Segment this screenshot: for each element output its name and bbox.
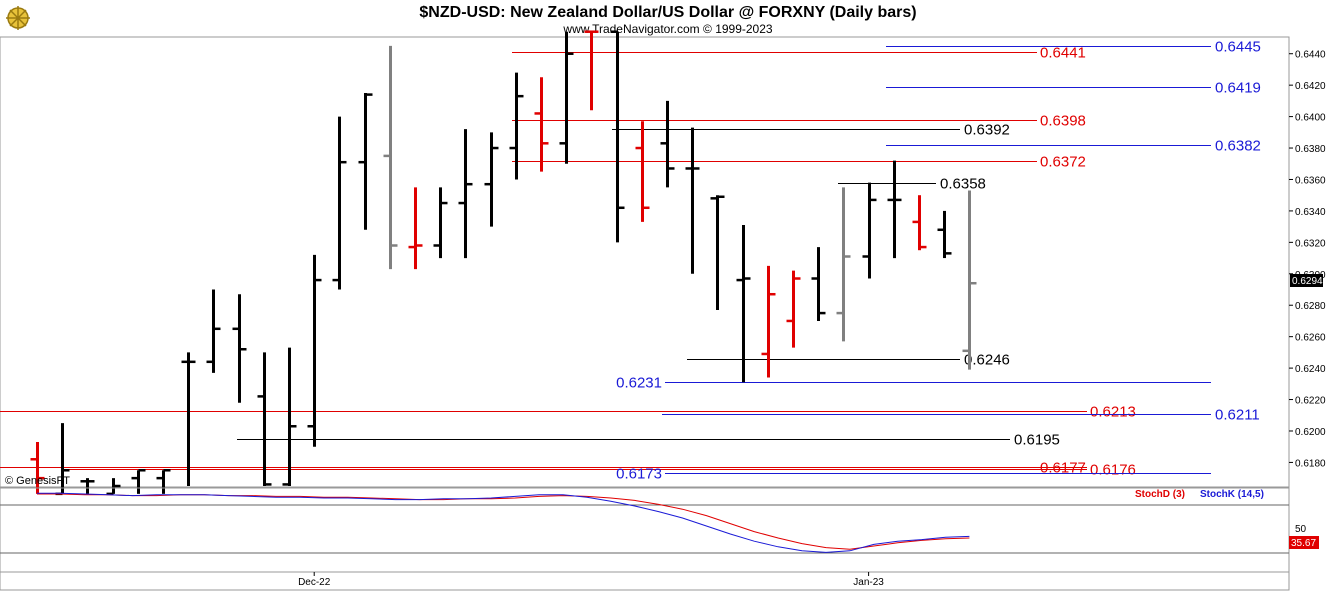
- stoch-lines: [37, 492, 970, 553]
- level-label: 0.6358: [940, 176, 986, 193]
- ohlc-bar: [30, 441, 45, 494]
- y-tick-label: 0.6180: [1295, 458, 1326, 469]
- legend-stoch-d: StochD (3): [1135, 489, 1185, 500]
- ohlc-bar: [710, 195, 725, 310]
- ohlc-bar: [962, 190, 977, 370]
- ohlc-bar: [156, 469, 171, 494]
- level-label: 0.6382: [1215, 138, 1261, 155]
- price-axis: 0.6180 0.6200 0.6220 0.6240 0.6260 0.6280 0.63…: [1289, 50, 1326, 469]
- level-label: 0.6176: [1090, 462, 1136, 479]
- ohlc-bar: [131, 469, 146, 494]
- x-axis: Dec-22 Jan-23: [0, 571, 1290, 591]
- y-tick-label: 0.6280: [1295, 301, 1326, 312]
- y-tick-label: 0.6420: [1295, 81, 1326, 92]
- logo: [6, 6, 30, 30]
- level-label: 0.6173: [616, 466, 662, 483]
- level-label: 0.6392: [964, 122, 1010, 139]
- ohlc-bar: [358, 93, 373, 230]
- legend-stoch-k: StochK (14,5): [1200, 489, 1264, 500]
- x-tick-label: Jan-23: [853, 577, 884, 588]
- ohlc-bar: [685, 127, 700, 274]
- level-label: 0.6177: [1040, 460, 1086, 477]
- price-panel: 0.6180 0.6200 0.6220 0.6240 0.6260 0.6280 0.63…: [0, 30, 1326, 496]
- y-tick-label: 0.6400: [1295, 113, 1326, 124]
- level-label: 0.6445: [1215, 39, 1261, 56]
- level-label: 0.6195: [1014, 432, 1060, 449]
- stoch-last-label: 35.67: [1291, 538, 1316, 549]
- ohlc-bar: [206, 289, 221, 373]
- ohlc-bar: [736, 225, 751, 383]
- level-label: 0.6419: [1215, 80, 1261, 97]
- y-tick-label: 0.6440: [1295, 50, 1326, 61]
- y-tick-label: 0.6320: [1295, 238, 1326, 249]
- ohlc-bar: [509, 72, 524, 180]
- level-lines: 0.6445 0.6441 0.6419 0.6398 0.6392 0.6382 0.63…: [0, 39, 1261, 483]
- stochastic-panel-frame: [0, 487, 1290, 573]
- stoch-series-line: [37, 492, 970, 553]
- ohlc-bar: [559, 31, 574, 164]
- y-tick-label: 0.6200: [1295, 427, 1326, 438]
- chart-title: $NZD-USD: New Zealand Dollar/US Dollar @…: [419, 4, 916, 21]
- ohlc-bar: [836, 187, 851, 342]
- chart-subtitle: www.TradeNavigator.com © 1999-2023: [562, 22, 772, 36]
- ohlc-bar: [610, 30, 625, 243]
- y-tick-label: 0.6380: [1295, 144, 1326, 155]
- y-tick-label: 0.6240: [1295, 364, 1326, 375]
- ohlc-bar: [458, 129, 473, 259]
- x-axis-frame: [0, 571, 1290, 591]
- ohlc-bar: [383, 45, 398, 270]
- ohlc-bar: [484, 132, 499, 227]
- level-label: 0.6246: [964, 352, 1010, 369]
- price-bars: [30, 30, 977, 496]
- x-tick-label: Dec-22: [298, 577, 331, 588]
- ohlc-bar: [80, 478, 95, 494]
- level-label: 0.6231: [616, 375, 662, 392]
- y-tick-label: 0.6220: [1295, 396, 1326, 407]
- y-tick-label: 0.6260: [1295, 333, 1326, 344]
- stoch-last-box: [1289, 536, 1319, 549]
- ohlc-bar: [660, 100, 675, 188]
- ohlc-bar: [433, 187, 448, 259]
- ohlc-bar: [635, 121, 650, 222]
- ohlc-bar: [887, 160, 902, 259]
- ohlc-bar: [408, 187, 423, 270]
- y-tick-label: 0.6360: [1295, 175, 1326, 186]
- ohlc-bar: [761, 265, 776, 378]
- stoch-series-line: [37, 493, 970, 550]
- level-label: 0.6398: [1040, 113, 1086, 130]
- ohlc-bar: [912, 195, 927, 251]
- ohlc-bar: [232, 294, 247, 403]
- ship-wheel-icon-spokes: [6, 6, 30, 30]
- stoch-level-label: 50: [1295, 524, 1307, 535]
- ohlc-bar: [786, 270, 801, 348]
- ohlc-bar: [282, 347, 297, 486]
- last-price-marker: 0.6294: [1290, 274, 1323, 287]
- last-price-label: 0.6294: [1292, 276, 1323, 287]
- ohlc-bar: [181, 352, 196, 486]
- ohlc-bar: [534, 77, 549, 172]
- ohlc-bar: [811, 247, 826, 321]
- ohlc-bar: [332, 116, 347, 290]
- ohlc-bar: [584, 30, 599, 111]
- ohlc-bar: [862, 182, 877, 279]
- ohlc-bar: [257, 352, 272, 486]
- watermark: © GenesisFT: [5, 475, 70, 487]
- price-panel-frame: [0, 36, 1290, 488]
- level-label: 0.6441: [1040, 45, 1086, 62]
- y-tick-label: 0.6340: [1295, 207, 1326, 218]
- level-label: 0.6213: [1090, 404, 1136, 421]
- stochastic-panel: StochD (3) StochK (14,5) 50 35.67: [0, 487, 1319, 573]
- last-price-box: [1290, 274, 1323, 287]
- ohlc-bar: [307, 254, 322, 447]
- level-label: 0.6372: [1040, 154, 1086, 171]
- ohlc-bar: [937, 210, 952, 259]
- ohlc-bar: [106, 478, 121, 496]
- level-label: 0.6211: [1215, 407, 1260, 424]
